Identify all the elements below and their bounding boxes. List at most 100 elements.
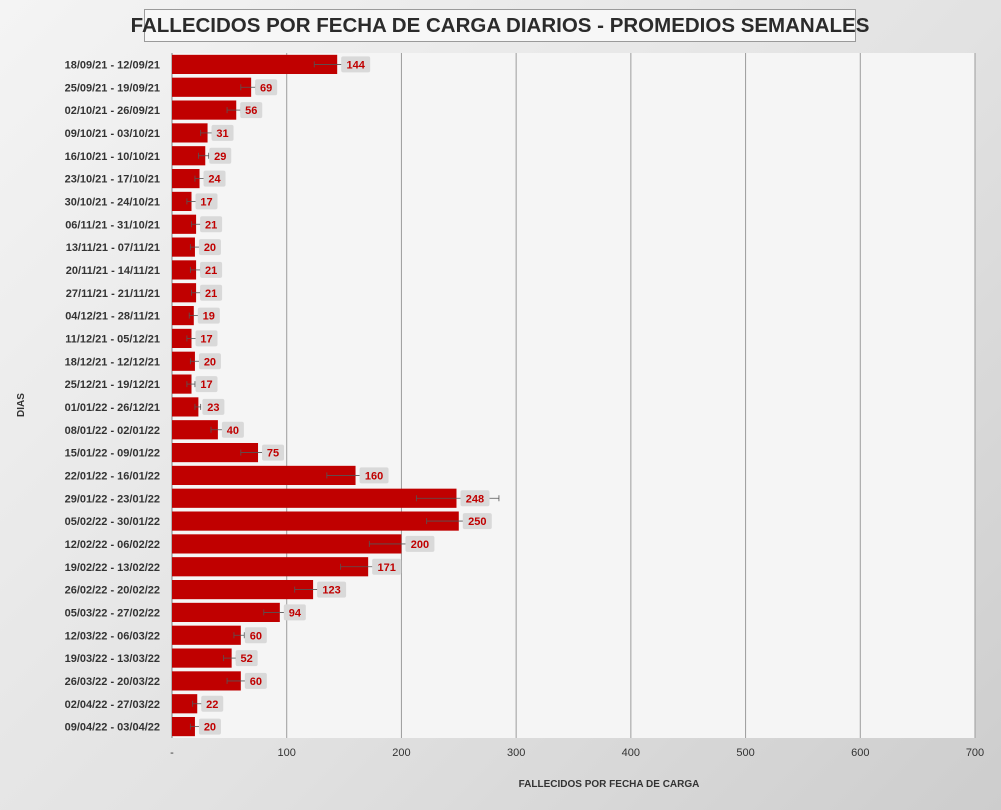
data-label: 52 <box>241 653 253 665</box>
chart-title: FALLECIDOS POR FECHA DE CARGA DIARIOS - … <box>130 13 870 37</box>
data-label-bg <box>244 672 267 689</box>
data-label: 20 <box>204 722 216 734</box>
data-label-bg <box>244 627 267 644</box>
category-label: 05/03/22 - 27/02/22 <box>65 607 160 619</box>
data-label: 69 <box>260 82 272 94</box>
data-label: 29 <box>214 151 226 163</box>
bar <box>172 442 259 463</box>
data-label: 123 <box>322 585 340 597</box>
category-label: 06/11/21 - 31/10/21 <box>65 219 160 231</box>
bar <box>172 671 241 691</box>
data-label: 60 <box>250 630 262 642</box>
bar <box>172 602 280 623</box>
data-label: 19 <box>203 311 215 323</box>
category-label: 15/01/22 - 09/01/22 <box>65 448 160 460</box>
data-label-bg <box>195 376 218 393</box>
bar <box>172 283 197 303</box>
bar <box>172 648 232 668</box>
data-label: 200 <box>411 539 429 551</box>
data-label-bg <box>198 353 221 370</box>
data-label: 22 <box>206 699 218 711</box>
bar <box>172 397 199 417</box>
data-label: 21 <box>205 219 217 231</box>
data-label-bg <box>317 581 347 598</box>
x-tick-label: 200 <box>392 747 410 759</box>
x-tick-label: 300 <box>507 747 525 759</box>
category-label: 08/01/22 - 02/01/22 <box>65 425 160 437</box>
data-label: 21 <box>205 265 217 277</box>
bar <box>172 511 459 531</box>
category-label: 22/01/22 - 16/01/22 <box>65 470 160 482</box>
x-tick-label: 600 <box>851 747 869 759</box>
category-label: 25/09/21 - 19/09/21 <box>65 82 160 94</box>
data-label-bg <box>283 604 306 621</box>
category-label: 18/09/21 - 12/09/21 <box>65 59 160 71</box>
data-label-bg <box>195 193 218 210</box>
x-tick-label: - <box>170 747 174 759</box>
data-label-bg <box>200 261 223 278</box>
data-label: 17 <box>200 333 212 345</box>
data-label: 144 <box>347 59 366 71</box>
category-label: 12/03/22 - 06/03/22 <box>65 630 160 642</box>
data-label-bg <box>255 79 278 96</box>
data-label-bg <box>200 284 223 301</box>
category-label: 02/04/22 - 27/03/22 <box>65 699 160 711</box>
data-label-bg <box>235 650 258 667</box>
chart-title-box: FALLECIDOS POR FECHA DE CARGA DIARIOS - … <box>131 9 869 42</box>
category-label: 09/10/21 - 03/10/21 <box>65 128 160 140</box>
bar <box>172 625 241 645</box>
data-label-bg <box>460 490 490 507</box>
data-label-bg <box>221 421 244 438</box>
bar <box>172 77 252 97</box>
bar <box>172 123 208 143</box>
x-tick-label: 400 <box>622 747 640 759</box>
data-label: 21 <box>205 288 217 300</box>
data-label-bg <box>359 467 389 484</box>
category-label: 19/02/22 - 13/02/22 <box>65 562 160 574</box>
category-label: 12/02/22 - 06/02/22 <box>65 539 160 551</box>
category-label: 11/12/21 - 05/12/21 <box>65 333 160 345</box>
data-label-bg <box>198 718 221 735</box>
bar <box>172 716 195 737</box>
category-label: 16/10/21 - 10/10/21 <box>65 151 160 163</box>
bar <box>172 557 369 577</box>
data-label: 171 <box>377 562 395 574</box>
x-axis-title: FALLECIDOS POR FECHA DE CARGA <box>519 779 700 790</box>
bar <box>172 191 192 212</box>
bar <box>172 488 457 508</box>
category-label: 18/12/21 - 12/12/21 <box>65 356 160 368</box>
data-label-bg <box>372 558 402 575</box>
x-tick-label: 500 <box>736 747 754 759</box>
bar <box>172 54 338 75</box>
category-label: 26/02/22 - 20/02/22 <box>65 585 160 597</box>
category-label: 25/12/21 - 19/12/21 <box>65 379 160 391</box>
data-label-bg <box>341 56 371 73</box>
data-label: 17 <box>200 379 212 391</box>
x-tick-label: 700 <box>966 747 984 759</box>
data-label-bg <box>203 170 226 187</box>
data-label-bg <box>405 535 435 552</box>
category-label: 05/02/22 - 30/01/22 <box>65 516 160 528</box>
data-label: 17 <box>200 196 212 208</box>
bar <box>172 374 192 394</box>
data-label-bg <box>201 695 224 712</box>
category-label: 26/03/22 - 20/03/22 <box>65 676 160 688</box>
category-label: 29/01/22 - 23/01/22 <box>65 493 160 505</box>
category-label: 20/11/21 - 14/11/21 <box>66 265 160 277</box>
data-label-bg <box>211 124 234 141</box>
bar <box>172 146 206 166</box>
data-label-bg <box>240 102 263 119</box>
data-label: 31 <box>216 128 228 140</box>
category-label: 04/12/21 - 28/11/21 <box>65 311 160 323</box>
data-label: 248 <box>466 493 484 505</box>
bar <box>172 237 195 257</box>
data-label: 56 <box>245 105 257 117</box>
bar <box>172 351 195 371</box>
bar <box>172 168 200 189</box>
bar <box>172 534 402 554</box>
y-axis-title: DIAS <box>16 393 27 417</box>
data-label-bg <box>462 513 492 530</box>
category-label: 02/10/21 - 26/09/21 <box>65 105 160 117</box>
category-label: 30/10/21 - 24/10/21 <box>65 196 160 208</box>
